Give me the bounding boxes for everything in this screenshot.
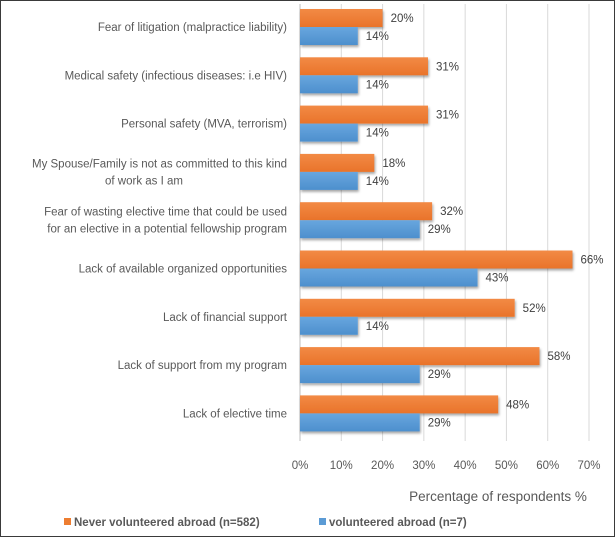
bar-never-volunteered — [300, 202, 433, 221]
x-axis-title: Percentage of respondents % — [409, 489, 587, 504]
category-label: Lack of available organized opportunitie… — [79, 264, 288, 276]
data-label-volunteered: 14% — [366, 128, 389, 140]
category-labels: Fear of litigation (malpractice liabilit… — [32, 22, 288, 420]
data-label-never-volunteered: 58% — [547, 351, 570, 363]
x-tick-labels: 0% 10% 20% 30% 40% 50% 60% 70% — [292, 460, 601, 472]
data-label-never-volunteered: 18% — [382, 158, 405, 170]
data-label-never-volunteered: 66% — [580, 255, 603, 267]
category-label: of work as I am — [105, 175, 183, 187]
legend-label-never-volunteered: Never volunteered abroad (n=582) — [74, 517, 260, 529]
bar-volunteered — [300, 123, 358, 142]
category-label: Medical safety (infectious diseases: i.e… — [65, 70, 288, 82]
bar-volunteered — [300, 365, 420, 384]
data-label-volunteered: 29% — [428, 224, 451, 236]
legend-swatch-volunteered — [319, 518, 326, 525]
bar-volunteered — [300, 268, 478, 287]
data-label-never-volunteered: 20% — [391, 13, 414, 25]
bar-never-volunteered — [300, 395, 499, 414]
category-label: Fear of wasting elective time that could… — [44, 207, 287, 219]
data-label-never-volunteered: 31% — [436, 61, 459, 73]
bar-never-volunteered — [300, 153, 375, 172]
bar-volunteered — [300, 27, 358, 45]
bar-never-volunteered — [300, 105, 428, 124]
bar-volunteered — [300, 75, 358, 94]
data-label-never-volunteered: 32% — [440, 206, 463, 218]
x-tick-label: 20% — [371, 460, 394, 472]
bar-never-volunteered — [300, 250, 573, 269]
category-label: My Spouse/Family is not as committed to … — [32, 158, 287, 170]
data-label-volunteered: 29% — [428, 369, 451, 381]
legend-swatch-never-volunteered — [64, 518, 71, 525]
data-label-never-volunteered: 48% — [506, 399, 529, 411]
category-label: Lack of elective time — [183, 408, 287, 420]
category-label: for an elective in a potential fellowshi… — [47, 224, 287, 236]
category-label: Lack of support from my program — [118, 360, 287, 372]
legend: Never volunteered abroad (n=582) volunte… — [64, 517, 467, 529]
x-tick-label: 70% — [577, 460, 600, 472]
category-label: Lack of financial support — [163, 312, 288, 324]
data-label-volunteered: 14% — [366, 321, 389, 333]
data-label-never-volunteered: 52% — [523, 303, 546, 315]
bars — [300, 9, 573, 432]
bar-volunteered — [300, 413, 420, 432]
data-label-volunteered: 14% — [366, 176, 389, 188]
data-label-volunteered: 29% — [428, 417, 451, 429]
category-label: Fear of litigation (malpractice liabilit… — [98, 22, 287, 34]
bar-never-volunteered — [300, 298, 515, 317]
bar-volunteered — [300, 171, 358, 190]
data-label-volunteered: 43% — [486, 273, 509, 285]
x-tick-label: 30% — [412, 460, 435, 472]
x-tick-label: 10% — [330, 460, 353, 472]
x-tick-label: 0% — [292, 460, 309, 472]
bar-volunteered — [300, 316, 358, 335]
data-label-volunteered: 14% — [366, 31, 389, 43]
bar-never-volunteered — [300, 347, 540, 366]
legend-label-volunteered: volunteered abroad (n=7) — [329, 517, 467, 529]
data-label-never-volunteered: 31% — [436, 110, 459, 122]
category-label: Personal safety (MVA, terrorism) — [121, 119, 287, 131]
bar-never-volunteered — [300, 57, 428, 76]
bar-never-volunteered — [300, 9, 383, 27]
x-tick-label: 50% — [495, 460, 518, 472]
data-label-volunteered: 14% — [366, 79, 389, 91]
x-tick-label: 60% — [536, 460, 559, 472]
bar-volunteered — [300, 220, 420, 239]
data-labels: 20%14%31%14%31%14%18%14%32%29%66%43%52%1… — [366, 13, 604, 429]
x-tick-label: 40% — [454, 460, 477, 472]
